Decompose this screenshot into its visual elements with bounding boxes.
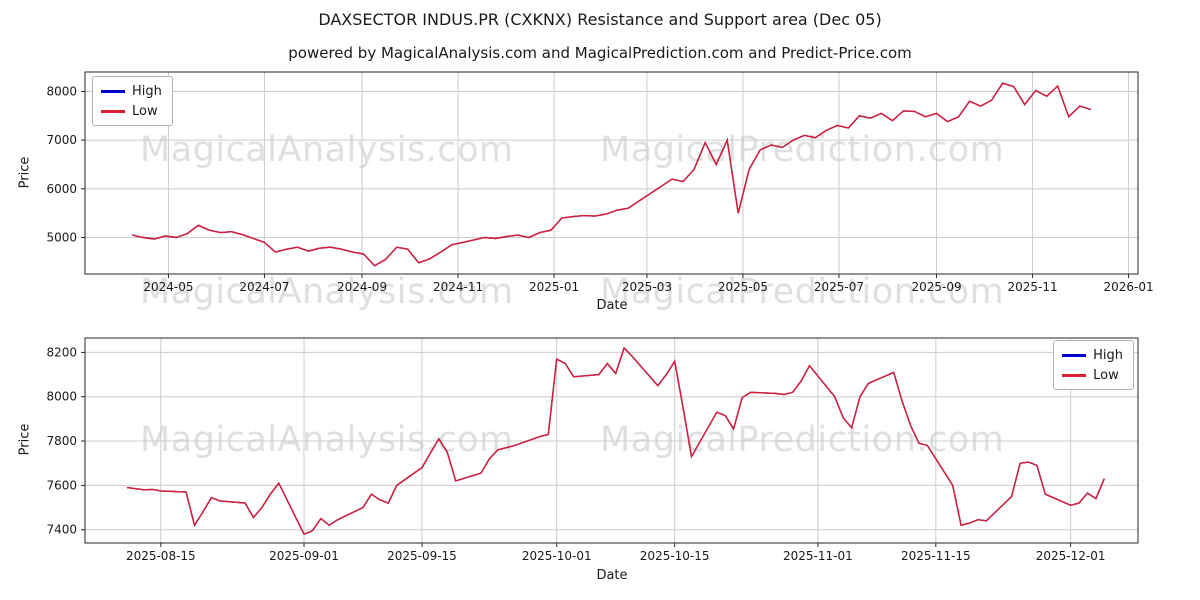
legend-item-low: Low (101, 101, 162, 121)
top-price-chart: 2024-05 2024-07 2024-09 2024-11 2025-01 2025-… (46, 71, 1154, 294)
x-tick-label: 2024-11 (433, 280, 483, 294)
legend-item-high: High (1062, 345, 1123, 365)
y-tick-label: 7600 (46, 478, 77, 492)
watermark-prediction: MagicalPrediction.com (600, 272, 1005, 312)
chart-subtitle: powered by MagicalAnalysis.com and Magic… (288, 44, 912, 62)
x-tick-label: 2025-09-01 (269, 549, 339, 563)
legend-item-high: High (101, 81, 162, 101)
x-tick-label: 2025-11-01 (783, 549, 853, 563)
y-tick-label: 8000 (46, 390, 77, 404)
watermark-analysis: MagicalAnalysis.com (140, 272, 514, 312)
low-line (132, 82, 1092, 267)
low-line-swatch (101, 109, 125, 113)
high-line-swatch (101, 89, 125, 93)
plot-border (84, 337, 1139, 544)
low-line (127, 346, 1105, 535)
legend-top: High Low (92, 76, 173, 126)
legend-bottom: High Low (1053, 340, 1134, 390)
y-tick-label: 8000 (46, 84, 77, 98)
x-tick-label: 2025-11 (1007, 280, 1057, 294)
x-tick-label: 2025-01 (529, 280, 579, 294)
y-tick-label: 6000 (46, 182, 77, 196)
chart-title: DAXSECTOR INDUS.PR (CXKNX) Resistance an… (318, 10, 882, 29)
x-tick-label: 2025-09-15 (387, 549, 457, 563)
x-tick-label: 2024-07 (239, 280, 289, 294)
x-axis-label-top: Date (596, 298, 628, 313)
x-tick-label: 2025-11-15 (901, 549, 971, 563)
x-tick-label: 2025-03 (622, 280, 672, 294)
legend-label-high: High (132, 83, 162, 99)
legend-label-low: Low (1093, 367, 1119, 383)
y-tick-label: 5000 (46, 230, 77, 244)
legend-item-low: Low (1062, 365, 1123, 385)
bottom-price-chart: 2025-08-15 2025-09-01 2025-09-15 2025-10-01… (46, 337, 1139, 563)
legend-label-low: Low (132, 103, 158, 119)
legend-label-high: High (1093, 347, 1123, 363)
x-tick-label: 2025-07 (814, 280, 864, 294)
y-tick-label: 7400 (46, 523, 77, 537)
x-tick-label: 2025-08-15 (126, 549, 196, 563)
x-tick-label: 2025-10-01 (522, 549, 592, 563)
low-line-swatch (1062, 373, 1087, 377)
watermark-prediction: MagicalPrediction.com (600, 420, 1005, 460)
y-tick-label: 7000 (46, 133, 77, 147)
x-tick-label: 2024-05 (143, 280, 193, 294)
x-tick-label: 2026-01 (1103, 280, 1153, 294)
x-axis-label-bottom: Date (596, 568, 628, 583)
plot-border (84, 71, 1139, 275)
x-tick-label: 2025-12-01 (1036, 549, 1106, 563)
high-line (132, 82, 1092, 267)
high-line-swatch (1062, 353, 1087, 357)
y-tick-label: 7800 (46, 434, 77, 448)
watermark-analysis: MagicalAnalysis.com (140, 420, 514, 460)
x-tick-label: 2024-09 (337, 280, 387, 294)
watermark-analysis: MagicalAnalysis.com (140, 130, 514, 170)
y-tick-label: 8200 (46, 345, 77, 359)
x-tick-label: 2025-09 (911, 280, 961, 294)
x-tick-label: 2025-10-15 (640, 549, 710, 563)
x-tick-label: 2025-05 (718, 280, 768, 294)
